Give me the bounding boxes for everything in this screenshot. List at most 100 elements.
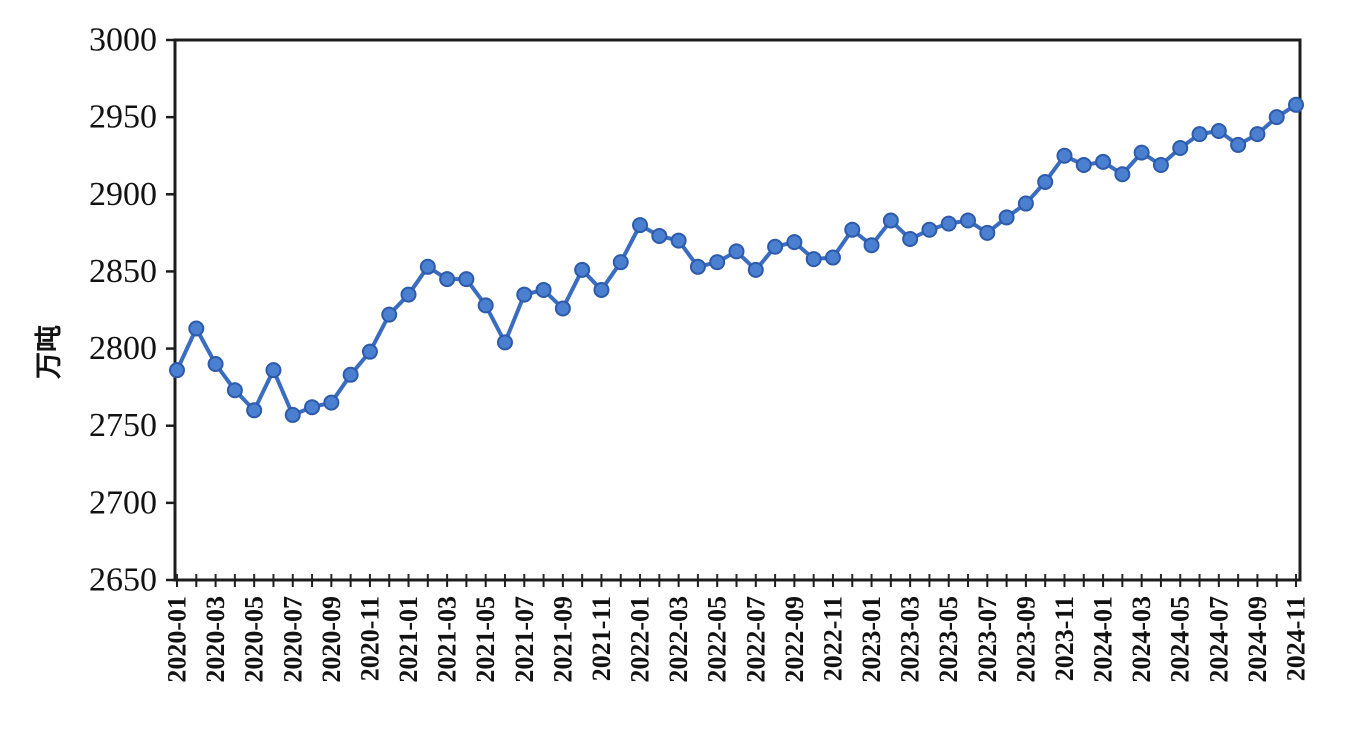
x-tick-label: 2023-07 — [973, 596, 1002, 683]
x-tick-label: 2024-03 — [1127, 596, 1156, 683]
y-tick-label: 2950 — [89, 99, 157, 136]
x-tick-label: 2021-09 — [548, 596, 577, 683]
x-tick-label: 2022-09 — [780, 596, 809, 683]
data-point — [1288, 96, 1304, 113]
x-tick-label: 2022-01 — [626, 596, 655, 683]
plot-border-rect — [173, 38, 1302, 582]
data-point — [496, 334, 513, 351]
y-tick-label: 2700 — [89, 484, 157, 521]
data-point — [361, 343, 378, 360]
data-point — [284, 406, 301, 423]
x-tick-label: 2023-03 — [896, 596, 925, 683]
x-tick-label: 2022-03 — [664, 596, 693, 683]
data-point — [1075, 156, 1092, 173]
data-point — [574, 261, 591, 278]
x-tick-label: 2021-03 — [433, 596, 462, 683]
data-point — [516, 286, 533, 303]
x-tick-label: 2024-01 — [1089, 596, 1118, 683]
data-point — [381, 306, 398, 323]
data-point — [419, 258, 436, 275]
y-tick-label: 2800 — [89, 330, 157, 367]
data-point — [998, 209, 1015, 226]
x-tick-label: 2020-01 — [163, 596, 192, 683]
x-tick-label: 2024-09 — [1243, 596, 1272, 683]
data-point — [188, 320, 205, 337]
data-point — [477, 297, 494, 314]
y-axis: 2650 2700 2750 2800 2850 2900 2950 3000 — [89, 22, 175, 599]
y-tick-label: 2750 — [89, 407, 157, 444]
data-point — [1172, 140, 1189, 156]
x-tick-label: 2020-07 — [278, 596, 307, 683]
data-point — [689, 258, 706, 275]
y-tick-label: 2650 — [89, 562, 157, 599]
data-point — [1249, 126, 1266, 143]
data-line — [175, 102, 1298, 417]
x-tick-label: 2023-05 — [934, 596, 963, 683]
x-tick-label: 2021-05 — [471, 596, 500, 683]
x-tick-label: 2024-07 — [1204, 596, 1233, 683]
y-tick-label: 3000 — [89, 22, 157, 59]
data-point — [805, 251, 822, 268]
plot-border — [173, 38, 1302, 582]
data-point — [207, 356, 224, 372]
data-point — [651, 227, 668, 244]
data-point — [169, 362, 185, 379]
y-tick-label: 2900 — [89, 176, 157, 213]
y-axis-title: 万吨 — [34, 325, 64, 379]
data-point — [304, 399, 321, 416]
data-point — [612, 254, 629, 271]
x-tick-label: 2021-07 — [510, 596, 539, 683]
x-tick-label: 2024-05 — [1166, 596, 1195, 683]
data-point — [1230, 136, 1247, 153]
data-point — [246, 402, 263, 419]
x-tick-label: 2023-09 — [1011, 596, 1040, 683]
data-point — [400, 286, 417, 303]
data-point — [1268, 109, 1285, 126]
data-point — [747, 261, 764, 278]
data-point — [882, 212, 899, 229]
x-tick-label: 2022-11 — [818, 596, 847, 681]
data-point — [1133, 144, 1150, 161]
data-point — [1056, 147, 1073, 164]
data-point — [1037, 173, 1054, 190]
data-point — [709, 254, 726, 271]
x-tick-label: 2021-01 — [394, 596, 423, 683]
data-point — [824, 249, 841, 266]
data-point — [728, 243, 745, 260]
data-point — [1210, 123, 1227, 140]
x-axis: 2020-01 2020-03 2020-05 2020-07 2020-09 2020-… — [163, 574, 1311, 683]
x-tick-label: 2020-03 — [201, 596, 230, 683]
data-point — [535, 281, 552, 298]
y-tick-label: 2850 — [89, 253, 157, 290]
data-point — [960, 212, 977, 229]
data-point — [902, 231, 919, 248]
data-point — [632, 217, 649, 234]
x-tick-label: 2022-07 — [741, 596, 770, 683]
data-point — [323, 394, 340, 411]
data-point — [1095, 153, 1112, 170]
data-point — [265, 362, 282, 379]
data-point — [1114, 166, 1131, 183]
data-point — [863, 237, 880, 254]
data-point — [342, 366, 359, 383]
data-series — [169, 96, 1304, 423]
data-point — [940, 215, 957, 232]
data-point — [786, 234, 803, 251]
x-tick-label: 2023-01 — [857, 596, 886, 683]
data-point — [921, 221, 938, 238]
data-point — [458, 271, 475, 288]
data-point — [593, 281, 610, 298]
x-tick-label: 2022-05 — [703, 596, 732, 683]
x-tick-label: 2024-11 — [1282, 596, 1311, 681]
data-point — [439, 271, 456, 288]
x-tick-label: 2023-11 — [1050, 596, 1079, 681]
data-point — [767, 238, 784, 255]
data-point — [1017, 195, 1034, 212]
data-point — [1191, 126, 1208, 143]
x-tick-label: 2020-09 — [317, 596, 346, 683]
data-point — [226, 382, 243, 399]
data-point — [979, 224, 996, 241]
data-point — [1152, 156, 1169, 173]
